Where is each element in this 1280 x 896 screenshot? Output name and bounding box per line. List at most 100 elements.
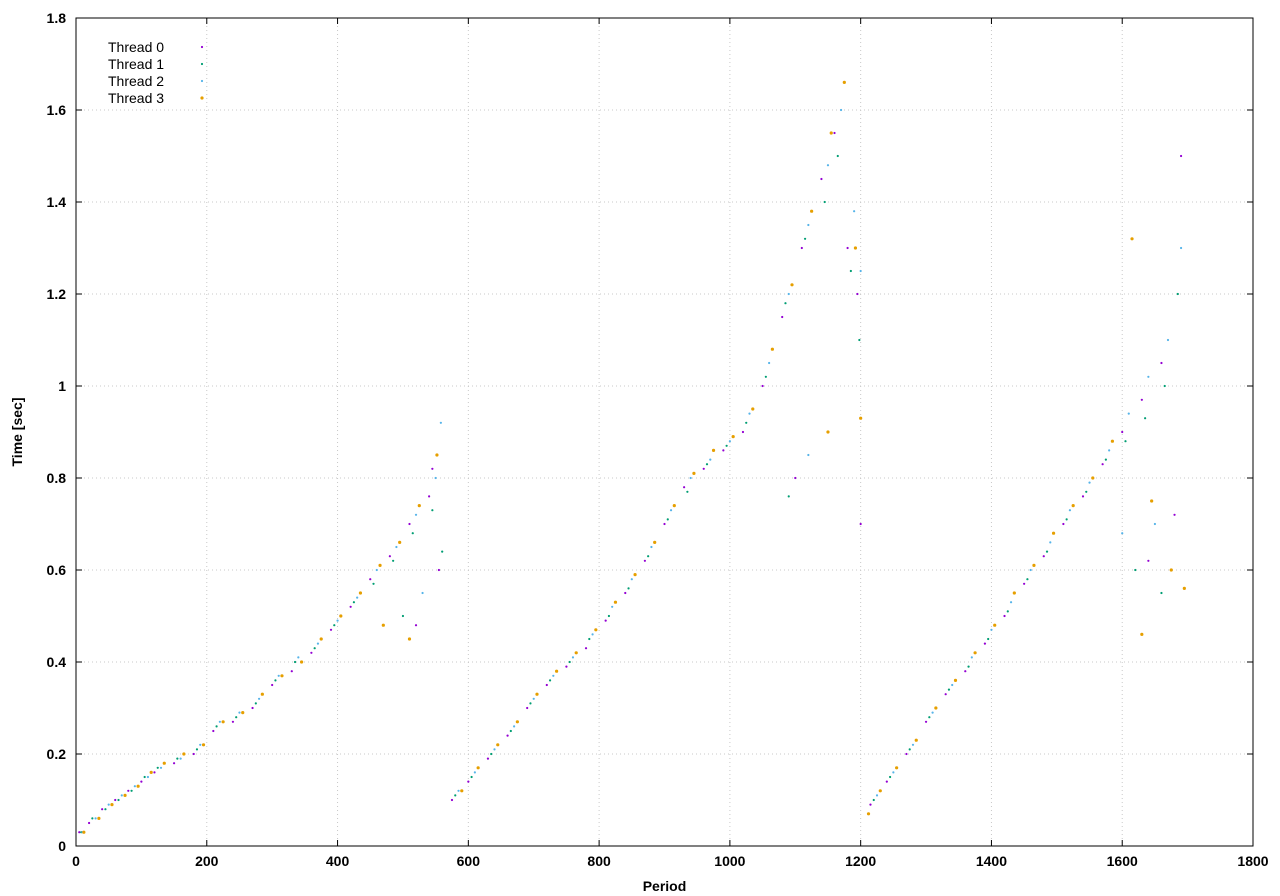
data-point <box>179 757 182 760</box>
data-point <box>149 770 153 775</box>
y-tick-label: 0 <box>58 838 66 854</box>
data-point <box>381 623 385 627</box>
data-point <box>983 642 987 645</box>
data-point <box>1023 582 1026 585</box>
data-point <box>1051 531 1056 535</box>
data-point <box>1173 513 1176 516</box>
data-point <box>117 798 120 802</box>
series-1 <box>80 154 1179 834</box>
data-point <box>388 555 391 558</box>
data-point <box>722 449 725 452</box>
data-point <box>146 775 150 779</box>
data-point <box>745 421 748 424</box>
data-point <box>349 605 352 608</box>
data-point <box>967 665 970 668</box>
x-tick-label: 1600 <box>1107 853 1138 869</box>
data-point <box>1032 563 1036 568</box>
data-point <box>803 237 807 240</box>
data-point <box>1045 550 1049 553</box>
data-point <box>1068 509 1072 512</box>
data-point <box>241 711 245 715</box>
data-point <box>914 738 918 742</box>
data-point <box>853 210 856 213</box>
data-point <box>555 669 559 673</box>
data-point <box>643 559 646 562</box>
data-point <box>944 693 947 696</box>
legend-marker <box>200 79 204 83</box>
data-point <box>78 831 81 834</box>
data-point <box>280 674 284 678</box>
data-point <box>414 624 418 627</box>
data-point <box>705 463 709 466</box>
x-tick-label: 400 <box>326 853 350 869</box>
data-point <box>647 555 650 558</box>
data-point <box>810 209 814 213</box>
data-point <box>316 642 320 645</box>
data-point <box>473 771 476 774</box>
data-point <box>231 720 235 723</box>
data-point <box>689 476 692 480</box>
data-point <box>509 729 512 733</box>
data-point <box>859 269 862 273</box>
legend-marker <box>200 62 204 66</box>
ticks-layer: 0 200 400 600 800 1000 1200 1400 1600 1800 0 0.2 0.4… <box>47 10 1269 869</box>
data-point <box>781 315 784 319</box>
data-point <box>633 573 637 577</box>
data-point <box>826 430 830 434</box>
data-point <box>401 614 405 618</box>
data-point <box>888 775 892 779</box>
data-point <box>928 716 931 719</box>
data-point <box>934 706 938 710</box>
y-tick-label: 1.8 <box>47 10 67 26</box>
data-point <box>1091 476 1095 480</box>
data-point <box>565 665 568 668</box>
data-point <box>1062 522 1065 526</box>
data-point <box>1166 338 1170 342</box>
data-point <box>441 550 444 553</box>
data-point <box>162 761 166 765</box>
data-point <box>878 789 882 793</box>
data-point <box>486 757 490 760</box>
data-point <box>439 421 442 424</box>
data-point <box>369 578 372 581</box>
legend-label: Thread 3 <box>108 90 164 106</box>
series-2 <box>81 108 1183 834</box>
data-point <box>290 670 293 673</box>
data-point <box>1101 463 1104 466</box>
data-point <box>431 467 434 470</box>
data-point <box>411 532 414 535</box>
data-point <box>274 679 277 682</box>
data-point <box>1127 412 1130 415</box>
data-point <box>1026 578 1029 581</box>
data-point <box>218 720 221 723</box>
data-point <box>964 670 967 673</box>
data-point <box>235 716 238 719</box>
data-point <box>594 628 598 632</box>
data-point <box>853 246 858 250</box>
data-point <box>467 780 470 783</box>
data-point <box>770 347 774 351</box>
data-point <box>1003 614 1006 618</box>
data-point <box>846 246 849 250</box>
data-point <box>1147 559 1150 562</box>
data-point <box>666 518 669 521</box>
data-point <box>392 559 395 562</box>
data-point <box>431 509 434 512</box>
y-tick-label: 1.4 <box>47 194 67 210</box>
data-point <box>1147 375 1150 378</box>
data-point <box>313 647 316 650</box>
data-point <box>297 656 300 659</box>
data-point <box>931 711 934 714</box>
data-point <box>195 748 199 751</box>
x-tick-label: 1000 <box>714 853 745 869</box>
x-tick-label: 600 <box>457 853 481 869</box>
data-point <box>571 656 575 659</box>
data-point <box>336 619 339 622</box>
data-point <box>895 766 899 770</box>
data-point <box>493 748 496 751</box>
y-tick-label: 1.2 <box>47 286 67 302</box>
data-point <box>947 688 951 691</box>
data-point <box>428 495 431 498</box>
